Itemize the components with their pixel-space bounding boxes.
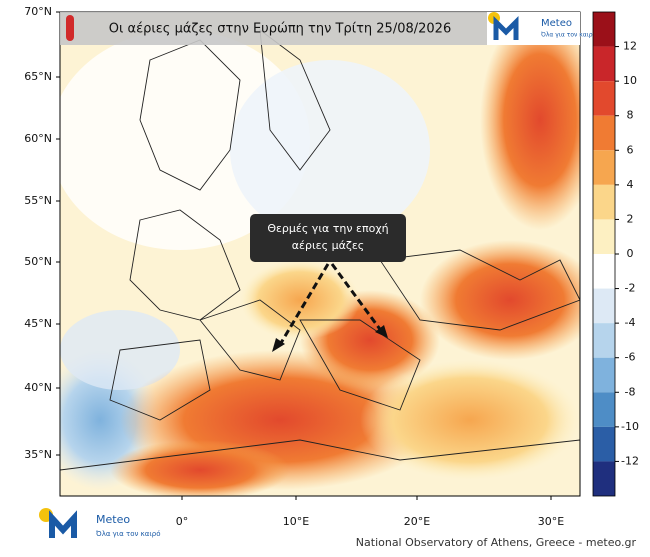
colorbar: 12 10 8 6 4 2 0 -2 -4 -6 -8 -10 -12 — [592, 11, 639, 497]
colorbar-label: -6 — [625, 351, 636, 364]
colorbar-bin — [593, 219, 615, 254]
lon-label: 0° — [176, 515, 189, 528]
map-field — [60, 12, 580, 496]
colorbar-label: 0 — [627, 247, 634, 260]
colorbar-bin — [593, 81, 615, 116]
colorbar-bin — [593, 150, 615, 185]
lon-label: 30°E — [538, 515, 564, 528]
colorbar-label: 2 — [627, 212, 634, 225]
colorbar-label: -4 — [625, 316, 636, 329]
logo-name: Meteo — [541, 18, 572, 29]
lon-label: 20°E — [404, 515, 430, 528]
lat-label: 65°N — [24, 70, 52, 83]
lon-label: 10°E — [283, 515, 309, 528]
logo-mark — [49, 510, 77, 538]
lat-label: 40°N — [24, 381, 52, 394]
footer-credit: National Observatory of Athens, Greece -… — [356, 536, 637, 549]
logo-tagline: Όλα για τον καιρό — [540, 32, 597, 39]
axes: 70°N 65°N 60°N 55°N 50°N 45°N 40°N 35°N 0° 10°E 20… — [24, 5, 564, 528]
colorbar-label: 4 — [627, 178, 634, 191]
colorbar-bin — [593, 461, 615, 496]
arrow-head — [272, 338, 285, 352]
logo-mark — [493, 15, 519, 40]
arrow — [330, 263, 384, 333]
colorbar-bin — [593, 426, 615, 462]
colorbar-bin — [593, 288, 615, 324]
logo-name: Meteo — [96, 513, 130, 526]
colorbar-bin — [593, 392, 615, 427]
annotation-wrap: Θερμές για την εποχή αέριες μάζες — [267, 222, 389, 252]
colorbar-label: -8 — [625, 385, 636, 398]
colorbar-label: -2 — [625, 282, 636, 295]
thermometer-icon — [66, 15, 74, 41]
arrow-head — [375, 325, 388, 338]
colorbar-bin — [593, 115, 615, 151]
colorbar-label: 8 — [627, 109, 634, 122]
colorbar-label: 6 — [627, 143, 634, 156]
colorbar-label: 10 — [623, 74, 637, 87]
annotation: Θερμές για την εποχή αέριες μάζες — [267, 222, 389, 252]
title: Οι αέριες μάζες στην Ευρώπη την Τρίτη 25… — [109, 22, 451, 37]
lat-label: 45°N — [24, 317, 52, 330]
colorbar-label: -10 — [621, 420, 639, 433]
colorbar-label: -12 — [621, 454, 639, 467]
annotation-box — [250, 214, 406, 262]
colorbar-bin — [593, 254, 615, 289]
lat-label: 50°N — [24, 255, 52, 268]
colorbar-bin — [593, 12, 615, 47]
arrow — [276, 263, 330, 349]
colorbar-label: 12 — [623, 40, 637, 53]
colorbar-bin — [593, 184, 615, 220]
colorbar-bin — [593, 323, 615, 358]
lat-label: 55°N — [24, 194, 52, 207]
colorbar-bin — [593, 46, 615, 82]
lat-label: 70°N — [24, 5, 52, 18]
colorbar-bin — [593, 357, 615, 393]
lat-label: 60°N — [24, 132, 52, 145]
lat-label: 35°N — [24, 448, 52, 461]
logo-tagline: Όλα για τον καιρό — [95, 530, 161, 538]
